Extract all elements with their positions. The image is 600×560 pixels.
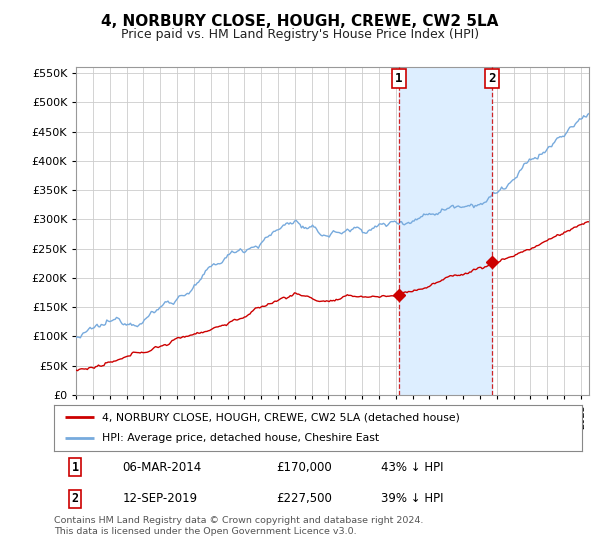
Text: 1: 1	[71, 461, 79, 474]
Text: 4, NORBURY CLOSE, HOUGH, CREWE, CW2 5LA: 4, NORBURY CLOSE, HOUGH, CREWE, CW2 5LA	[101, 14, 499, 29]
Text: £170,000: £170,000	[276, 461, 332, 474]
Text: Contains HM Land Registry data © Crown copyright and database right 2024.
This d: Contains HM Land Registry data © Crown c…	[54, 516, 424, 536]
Text: £227,500: £227,500	[276, 492, 332, 505]
Text: 12-SEP-2019: 12-SEP-2019	[122, 492, 198, 505]
Text: 2: 2	[488, 72, 496, 85]
Text: 4, NORBURY CLOSE, HOUGH, CREWE, CW2 5LA (detached house): 4, NORBURY CLOSE, HOUGH, CREWE, CW2 5LA …	[101, 412, 460, 422]
Text: 1: 1	[395, 72, 403, 85]
Text: Price paid vs. HM Land Registry's House Price Index (HPI): Price paid vs. HM Land Registry's House …	[121, 28, 479, 41]
Text: 43% ↓ HPI: 43% ↓ HPI	[382, 461, 444, 474]
Bar	[399, 67, 492, 395]
Text: 39% ↓ HPI: 39% ↓ HPI	[382, 492, 444, 505]
Text: 2: 2	[71, 492, 79, 505]
Text: HPI: Average price, detached house, Cheshire East: HPI: Average price, detached house, Ches…	[101, 433, 379, 444]
Text: 06-MAR-2014: 06-MAR-2014	[122, 461, 202, 474]
